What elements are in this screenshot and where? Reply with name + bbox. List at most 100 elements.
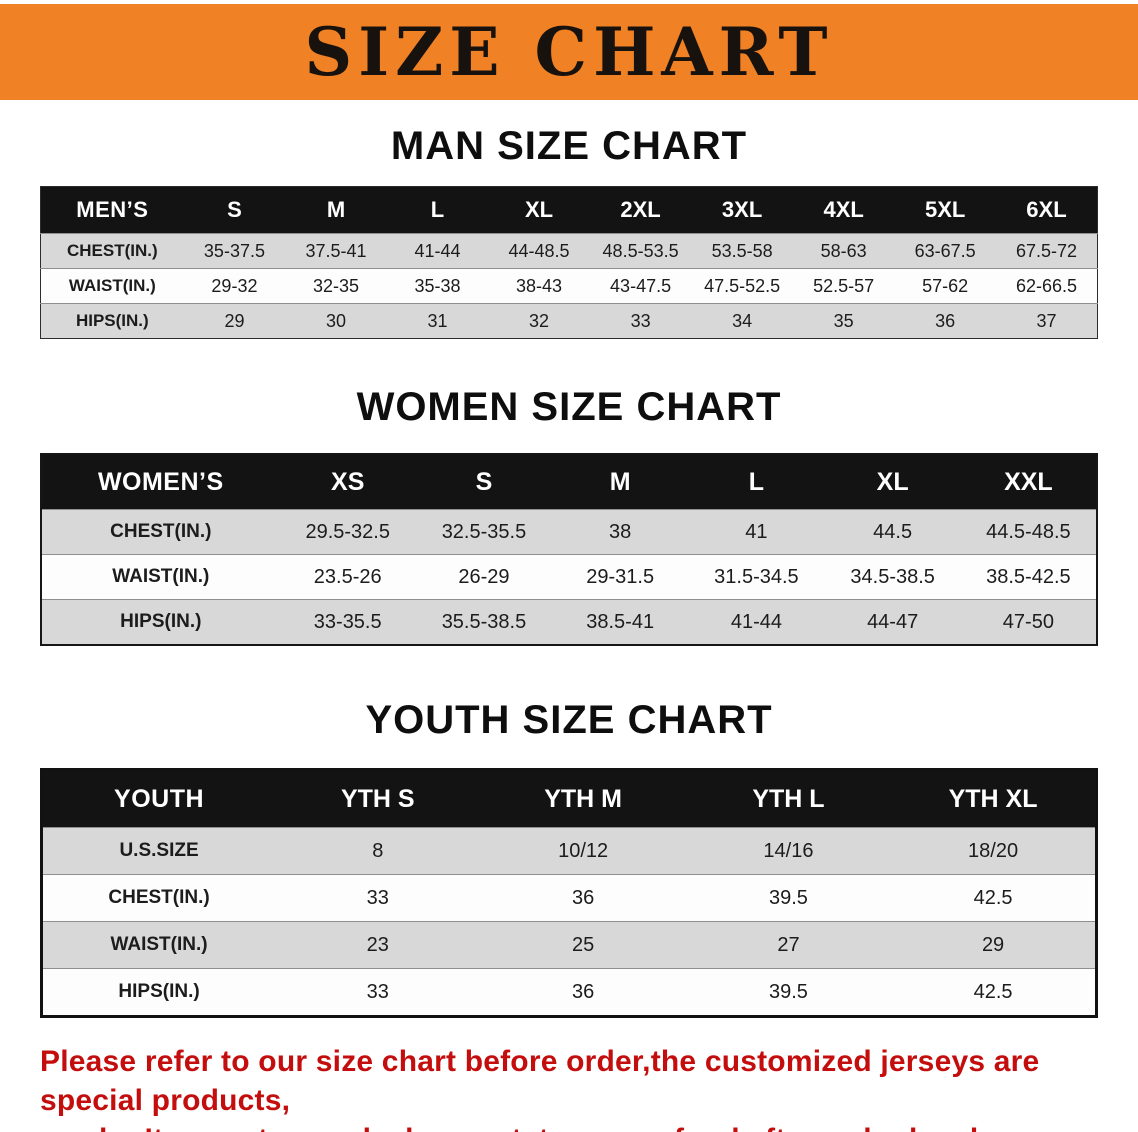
size-value-cell: 34.5-38.5 <box>850 565 935 588</box>
size-value-cell: 43-47.5 <box>610 275 672 296</box>
size-value-cell: 35-37.5 <box>203 240 265 261</box>
table-row: HIPS(IN.) 29 30 31 32 33 34 35 36 37 <box>40 303 1098 339</box>
table-row: CHEST(IN.) 29.5-32.5 32.5-35.5 38 41 44.5 44.5… <box>41 509 1097 555</box>
size-column-header: S <box>415 454 553 510</box>
size-value-cell: 44-48.5 <box>508 240 570 261</box>
row-label: WAIST(IN.) <box>112 566 210 587</box>
size-column-header: 3XL <box>691 186 793 234</box>
size-value-cell: 58-63 <box>820 240 867 261</box>
size-column-header: YTH S <box>275 769 481 828</box>
table-title-cell: YOUTH <box>41 769 276 828</box>
size-value-cell: 29-32 <box>211 275 258 296</box>
table-row: CHEST(IN.) 35-37.5 37.5-41 41-44 44-48.5 48.5… <box>40 233 1098 269</box>
size-value-cell: 14/16 <box>763 839 814 862</box>
man-size-table: MEN’S S M L XL 2XL 3XL 4XL 5XL 6XL CHEST(IN.) 35-37… <box>40 186 1098 339</box>
table-header-row: YOUTH YTH S YTH M YTH L YTH XL <box>41 769 1097 828</box>
women-size-chart-section: WOMEN SIZE CHART WOMEN’S XS S M L XL XXL CHEST(… <box>0 385 1138 646</box>
page-title: SIZE CHART <box>304 13 834 91</box>
size-value-cell: 23 <box>366 933 389 956</box>
size-value-cell: 33 <box>630 310 651 331</box>
size-column-header: L <box>386 186 489 234</box>
size-value-cell: 36 <box>935 310 956 331</box>
size-value-cell: 31 <box>427 310 448 331</box>
row-label: CHEST(IN.) <box>67 241 158 260</box>
size-table: MEN’S S M L XL 2XL 3XL 4XL 5XL 6XL CHEST(IN.) 35-37… <box>40 186 1098 339</box>
table-row: HIPS(IN.) 33-35.5 35.5-38.5 38.5-41 41-44 44-… <box>41 599 1097 645</box>
table-row: WAIST(IN.) 23 25 27 29 <box>41 921 1097 969</box>
size-value-cell: 30 <box>325 310 346 331</box>
row-label: WAIST(IN.) <box>68 276 156 295</box>
size-value-cell: 8 <box>372 839 384 862</box>
table-title-cell: WOMEN’S <box>41 454 280 510</box>
size-column-header: S <box>183 186 286 234</box>
size-value-cell: 10/12 <box>558 839 609 862</box>
size-value-cell: 25 <box>571 933 595 956</box>
size-value-cell: 38-43 <box>516 275 563 296</box>
size-value-cell: 42.5 <box>973 980 1013 1003</box>
size-value-cell: 23.5-26 <box>313 565 382 588</box>
table-row: CHEST(IN.) 33 36 39.5 42.5 <box>41 874 1097 922</box>
banner: SIZE CHART <box>0 4 1138 100</box>
table-title-cell: MEN’S <box>40 186 184 234</box>
size-column-header: 6XL <box>995 186 1098 234</box>
size-value-cell: 33 <box>366 980 389 1003</box>
size-column-header: 4XL <box>792 186 895 234</box>
size-table: YOUTH YTH S YTH M YTH L YTH XL U.S.SIZE 8 10/12… <box>40 768 1098 1018</box>
size-column-header: 2XL <box>589 186 692 234</box>
size-value-cell: 33 <box>366 886 389 909</box>
size-value-cell: 47.5-52.5 <box>704 275 781 296</box>
size-value-cell: 37 <box>1036 310 1057 331</box>
size-value-cell: 67.5-72 <box>1015 240 1077 261</box>
table-row: HIPS(IN.) 33 36 39.5 42.5 <box>41 968 1097 1017</box>
size-value-cell: 41 <box>745 520 768 543</box>
size-column-header: YTH L <box>685 769 892 828</box>
size-column-header: 5XL <box>894 186 996 234</box>
size-value-cell: 27 <box>777 933 800 956</box>
size-column-header: M <box>552 454 689 510</box>
size-value-cell: 41-44 <box>414 240 461 261</box>
footer-line-2: we don’t accept cancel, change, teturn o… <box>40 1120 1098 1132</box>
size-value-cell: 33-35.5 <box>313 610 382 633</box>
size-value-cell: 29 <box>981 933 1005 956</box>
table-row: WAIST(IN.) 29-32 32-35 35-38 38-43 43-47.5 47.… <box>40 268 1098 304</box>
size-table: WOMEN’S XS S M L XL XXL CHEST(IN.) 29.5-32.5 32.5… <box>40 453 1098 646</box>
size-column-header: M <box>285 186 387 234</box>
size-value-cell: 35 <box>833 310 854 331</box>
size-column-header: YTH M <box>480 769 686 828</box>
size-value-cell: 39.5 <box>768 886 808 909</box>
size-value-cell: 32 <box>529 310 550 331</box>
table-row: U.S.SIZE 8 10/12 14/16 18/20 <box>41 827 1097 875</box>
size-value-cell: 37.5-41 <box>305 240 367 261</box>
size-value-cell: 52.5-57 <box>813 275 875 296</box>
size-value-cell: 35.5-38.5 <box>441 610 527 633</box>
size-value-cell: 26-29 <box>458 565 510 588</box>
row-label: HIPS(IN.) <box>118 981 200 1002</box>
size-value-cell: 32-35 <box>312 275 359 296</box>
size-value-cell: 63-67.5 <box>914 240 976 261</box>
size-column-header: L <box>688 454 825 510</box>
size-value-cell: 41-44 <box>730 610 782 633</box>
youth-size-chart-section: YOUTH SIZE CHART YOUTH YTH S YTH M YTH L YTH… <box>0 698 1138 1018</box>
size-value-cell: 18/20 <box>968 839 1019 862</box>
size-value-cell: 62-66.5 <box>1015 275 1077 296</box>
size-value-cell: 48.5-53.5 <box>602 240 679 261</box>
youth-section-heading: YOUTH SIZE CHART <box>365 698 773 742</box>
row-label: HIPS(IN.) <box>120 611 202 632</box>
row-label: U.S.SIZE <box>119 840 199 861</box>
row-label: HIPS(IN.) <box>75 311 149 330</box>
row-label: CHEST(IN.) <box>110 521 212 542</box>
size-value-cell: 44.5-48.5 <box>986 520 1071 543</box>
size-value-cell: 38 <box>609 520 632 543</box>
size-value-cell: 42.5 <box>973 886 1013 909</box>
size-column-header: XS <box>279 454 416 510</box>
size-value-cell: 35-38 <box>414 275 461 296</box>
size-value-cell: 38.5-41 <box>586 610 655 633</box>
youth-size-table: YOUTH YTH S YTH M YTH L YTH XL U.S.SIZE 8 10/12… <box>40 768 1098 1018</box>
table-header-row: MEN’S S M L XL 2XL 3XL 4XL 5XL 6XL <box>40 186 1098 234</box>
size-value-cell: 44.5 <box>873 520 913 543</box>
women-section-heading: WOMEN SIZE CHART <box>356 385 782 429</box>
size-value-cell: 29.5-32.5 <box>305 520 390 543</box>
size-value-cell: 34 <box>732 310 753 331</box>
size-value-cell: 44-47 <box>867 610 919 633</box>
